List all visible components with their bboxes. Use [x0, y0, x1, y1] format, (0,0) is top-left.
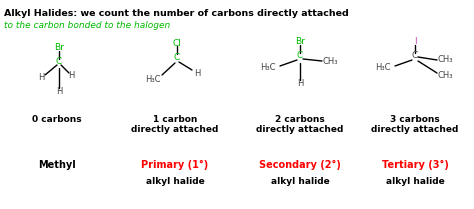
Text: Br: Br [295, 37, 305, 46]
Text: alkyl halide: alkyl halide [271, 177, 329, 186]
Text: CH₃: CH₃ [437, 70, 453, 79]
Text: Cl: Cl [173, 38, 182, 47]
Text: alkyl halide: alkyl halide [386, 177, 444, 186]
Text: to the carbon bonded to the halogen: to the carbon bonded to the halogen [4, 21, 170, 30]
Text: 0 carbons: 0 carbons [32, 115, 82, 124]
Text: H: H [56, 88, 62, 97]
Text: 2 carbons
directly attached: 2 carbons directly attached [256, 115, 344, 134]
Text: CH₃: CH₃ [437, 55, 453, 64]
Text: Secondary (2°): Secondary (2°) [259, 160, 341, 170]
Text: H₃C: H₃C [260, 62, 276, 71]
Text: H: H [68, 70, 74, 79]
Text: C: C [412, 51, 418, 60]
Text: CH₃: CH₃ [322, 56, 338, 65]
Text: Br: Br [54, 43, 64, 52]
Text: H: H [297, 79, 303, 88]
Text: Tertiary (3°): Tertiary (3°) [382, 160, 448, 170]
Text: Methyl: Methyl [38, 160, 76, 170]
Text: 3 carbons
directly attached: 3 carbons directly attached [371, 115, 459, 134]
Text: C: C [297, 51, 303, 60]
Text: 1 carbon
directly attached: 1 carbon directly attached [131, 115, 219, 134]
Text: Primary (1°): Primary (1°) [141, 160, 209, 170]
Text: H: H [194, 69, 200, 78]
Text: H: H [38, 74, 44, 83]
Text: H₃C: H₃C [375, 62, 391, 71]
Text: H₃C: H₃C [145, 74, 161, 84]
Text: I: I [414, 37, 416, 46]
Text: C: C [174, 52, 180, 61]
Text: C: C [56, 57, 62, 66]
Text: Alkyl Halides: we count the number of carbons directly attached: Alkyl Halides: we count the number of ca… [4, 9, 349, 18]
Text: alkyl halide: alkyl halide [146, 177, 204, 186]
